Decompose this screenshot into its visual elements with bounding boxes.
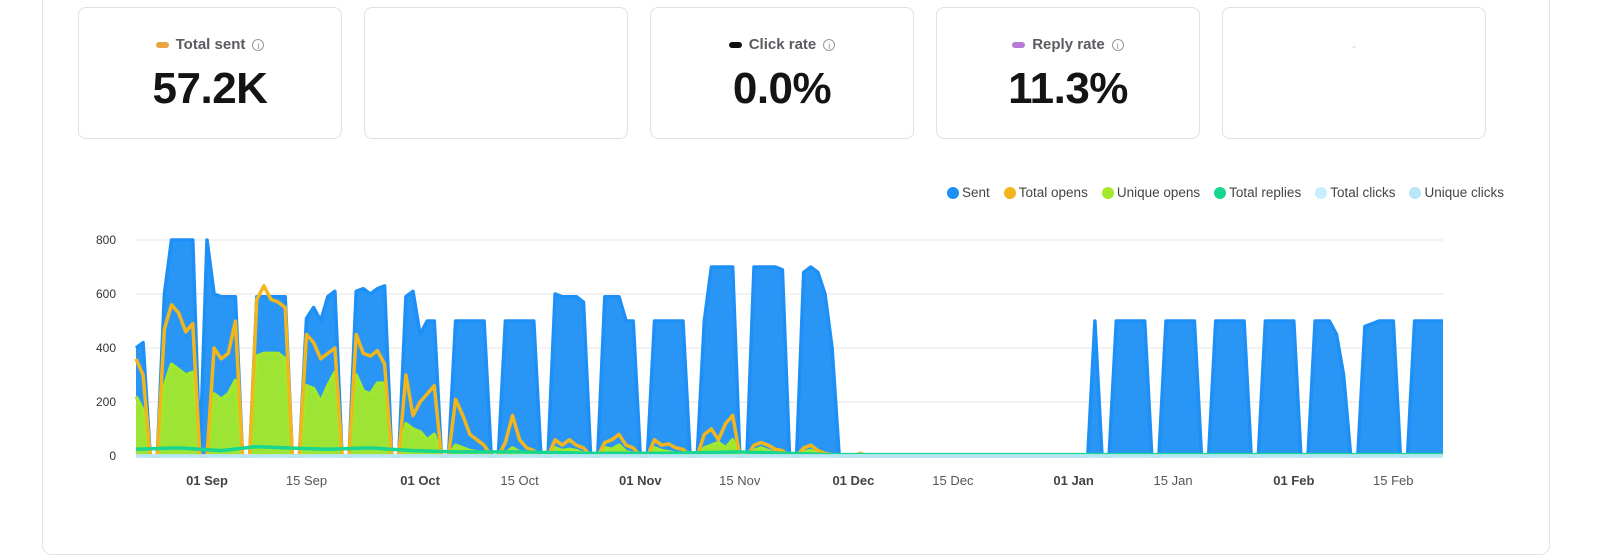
legend-label: Unique opens <box>1116 185 1201 200</box>
card-label: Reply rate <box>1032 36 1105 53</box>
legend-item-total-opens[interactable]: Total opens <box>1003 185 1088 200</box>
legend-item-total-replies[interactable]: Total replies <box>1214 185 1301 200</box>
x-tick-label: 01 Sep <box>186 473 228 488</box>
card-label: Click rate <box>748 36 817 53</box>
stat-card-total-sent: Total sent i 57.2K <box>78 7 342 139</box>
legend-label: Total clicks <box>1330 185 1396 200</box>
x-axis-ticks: 01 Sep 15 Sep 01 Oct 15 Oct 01 Nov 15 Nov 01 D… <box>186 473 1413 488</box>
card-label: Total sent <box>175 36 246 53</box>
legend-dot <box>1003 186 1016 199</box>
info-icon[interactable]: i <box>1111 38 1124 51</box>
stat-card-placeholder: - <box>1222 7 1486 139</box>
y-tick-label: 400 <box>96 341 116 355</box>
legend-item-unique-opens[interactable]: Unique opens <box>1101 185 1201 200</box>
legend-label: Sent <box>961 185 990 200</box>
legend-item-sent[interactable]: Sent <box>946 185 990 200</box>
total-sent-color-marker <box>155 41 169 48</box>
chart-legend: Sent Total opens Unique opens Total replies… <box>946 185 1504 200</box>
legend-item-total-clicks[interactable]: Total clicks <box>1315 185 1395 200</box>
stat-card-click-rate: Click rate i 0.0% <box>650 7 914 139</box>
x-tick-label: 01 Nov <box>619 473 662 488</box>
reply-rate-color-marker <box>1012 41 1026 48</box>
legend-label: Total opens <box>1018 185 1088 200</box>
x-tick-label: 15 Jan <box>1154 473 1193 488</box>
info-icon[interactable]: i <box>823 38 836 51</box>
legend-item-unique-clicks[interactable]: Unique clicks <box>1409 185 1504 200</box>
y-axis-ticks: 0 200 400 600 800 <box>96 233 116 463</box>
y-tick-label: 600 <box>96 287 116 301</box>
x-tick-label: 15 Sep <box>286 473 327 488</box>
legend-dot <box>946 186 959 199</box>
stat-card-reply-rate: Reply rate i 11.3% <box>936 7 1200 139</box>
series-area-sent <box>136 240 1443 456</box>
legend-dot <box>1409 186 1422 199</box>
x-tick-label: 01 Oct <box>400 473 440 488</box>
legend-dot <box>1315 186 1328 199</box>
y-tick-label: 0 <box>109 449 116 463</box>
x-tick-label: 15 Dec <box>932 473 974 488</box>
info-icon[interactable]: i <box>252 38 265 51</box>
x-tick-label: 01 Dec <box>832 473 874 488</box>
y-tick-label: 800 <box>96 233 116 247</box>
card-value: 0.0% <box>732 64 832 113</box>
stat-card-empty <box>364 7 628 139</box>
x-tick-label: 15 Nov <box>719 473 761 488</box>
card-placeholder-dash: - <box>1352 41 1356 53</box>
legend-label: Total replies <box>1229 185 1302 200</box>
x-tick-label: 15 Oct <box>500 473 539 488</box>
click-rate-color-marker <box>728 41 742 48</box>
card-value: 11.3% <box>1008 64 1128 113</box>
card-value: 57.2K <box>152 64 268 113</box>
chart-series <box>134 238 1443 458</box>
x-tick-label: 01 Jan <box>1053 473 1094 488</box>
legend-label: Unique clicks <box>1424 185 1504 200</box>
x-tick-label: 15 Feb <box>1373 473 1413 488</box>
legend-dot <box>1101 186 1114 199</box>
series-area-unique-opens <box>136 353 847 456</box>
y-tick-label: 200 <box>96 395 116 409</box>
legend-dot <box>1214 186 1227 199</box>
x-tick-label: 01 Feb <box>1273 473 1314 488</box>
